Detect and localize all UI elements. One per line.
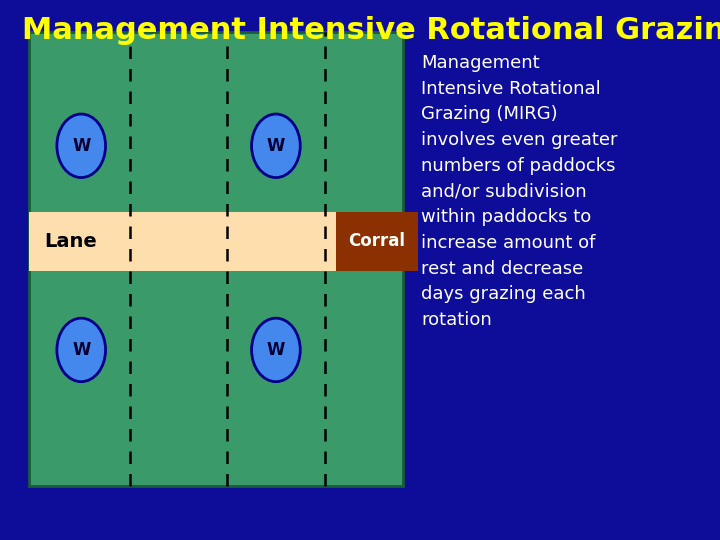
Text: W: W	[266, 341, 285, 359]
Text: W: W	[266, 137, 285, 155]
Ellipse shape	[57, 318, 106, 382]
Text: Management
Intensive Rotational
Grazing (MIRG)
involves even greater
numbers of : Management Intensive Rotational Grazing …	[421, 54, 618, 329]
Text: Management Intensive Rotational Grazing: Management Intensive Rotational Grazing	[22, 16, 720, 45]
Text: Corral: Corral	[348, 232, 405, 250]
Text: Lane: Lane	[44, 232, 96, 251]
Text: W: W	[72, 137, 91, 155]
Ellipse shape	[251, 114, 300, 178]
Bar	[29, 212, 403, 271]
Bar	[29, 32, 403, 486]
Bar	[336, 212, 418, 271]
Ellipse shape	[57, 114, 106, 178]
Text: W: W	[72, 341, 91, 359]
Ellipse shape	[251, 318, 300, 382]
